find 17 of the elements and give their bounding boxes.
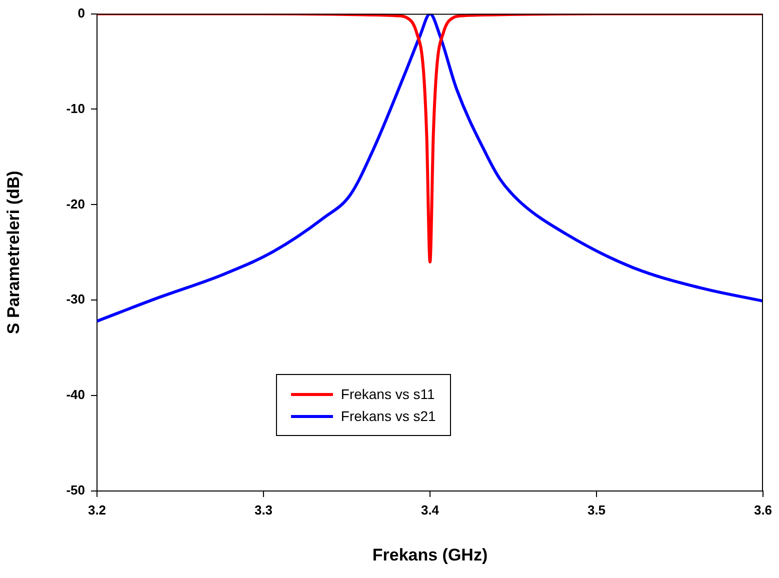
y-tick-label: -50 — [66, 482, 85, 498]
line-series — [97, 14, 763, 264]
y-tick-label: -40 — [66, 387, 85, 402]
y-tick-label: 0 — [78, 5, 85, 20]
x-axis-title: Frekans (GHz) — [372, 545, 488, 564]
y-tick-label: -10 — [66, 100, 85, 116]
line-series — [97, 14, 763, 323]
x-tick-label: 3.4 — [420, 502, 440, 518]
y-tick-label: -20 — [66, 196, 85, 212]
legend-label: Frekans vs s21 — [340, 408, 436, 424]
x-tick-label: 3.3 — [254, 502, 273, 518]
x-tick-label: 3.5 — [587, 502, 606, 518]
legend-label: Frekans vs s11 — [340, 386, 435, 402]
y-axis-title: S Parametreleri (dB) — [4, 170, 23, 334]
x-tick-label: 3.2 — [88, 502, 106, 518]
y-tick-label: -30 — [66, 292, 85, 307]
x-tick-label: 3.6 — [754, 502, 772, 518]
